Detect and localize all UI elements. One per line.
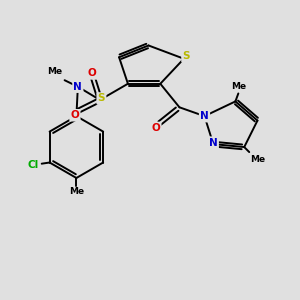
Text: S: S	[98, 94, 105, 103]
Text: S: S	[182, 51, 190, 62]
Text: Me: Me	[231, 82, 246, 91]
Text: N: N	[209, 138, 218, 148]
Text: N: N	[200, 111, 209, 121]
Text: Cl: Cl	[28, 160, 39, 170]
Text: Me: Me	[47, 68, 62, 76]
Text: Me: Me	[69, 187, 84, 196]
Text: O: O	[70, 110, 79, 120]
Text: O: O	[88, 68, 96, 78]
Text: Me: Me	[250, 155, 265, 164]
Text: O: O	[152, 123, 160, 133]
Text: N: N	[74, 82, 82, 92]
